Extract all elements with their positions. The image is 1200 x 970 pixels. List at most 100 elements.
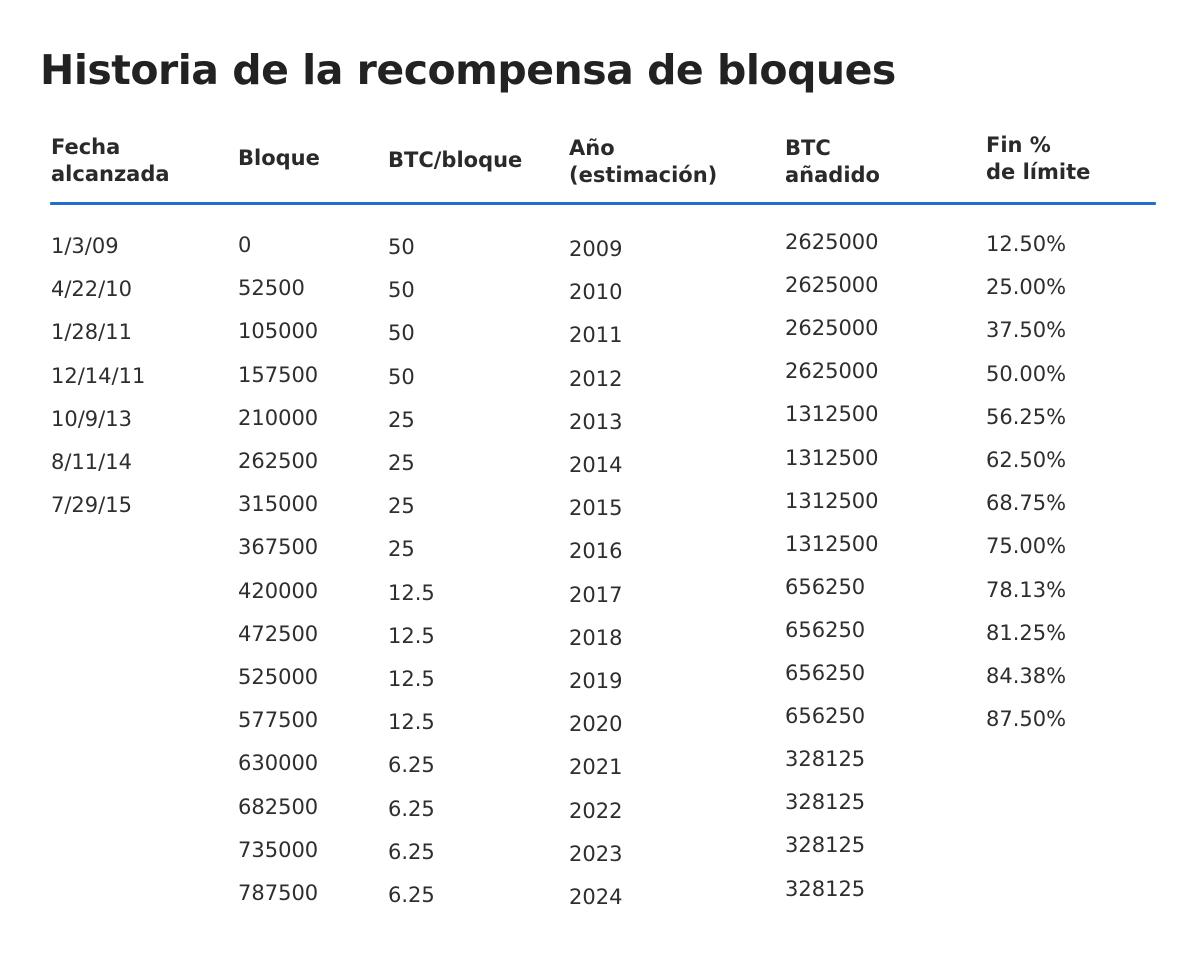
table-cell: 787500 bbox=[238, 881, 319, 905]
table-cell: 328125 bbox=[785, 790, 866, 815]
table-cell: 1312500 bbox=[785, 488, 879, 513]
table-cell: 262500 bbox=[238, 449, 319, 473]
header-btc-anadido-line-2: añadido bbox=[785, 163, 880, 187]
table-cell: 84.38% bbox=[986, 664, 1067, 688]
header-anio-estimacion: Año (estimación) bbox=[569, 135, 717, 189]
header-btc-bloque: BTC/bloque bbox=[388, 147, 522, 174]
table-cell: 2017 bbox=[569, 582, 623, 607]
header-fecha-alcanzada: Fecha alcanzada bbox=[51, 134, 170, 188]
table-cell: 2018 bbox=[569, 625, 623, 650]
table-cell: 2010 bbox=[569, 280, 623, 305]
table-cell: 2019 bbox=[569, 669, 623, 693]
table-cell: 420000 bbox=[238, 578, 319, 603]
table-cell: 12/14/11 bbox=[51, 363, 146, 388]
header-bloque-line-1: Bloque bbox=[238, 146, 320, 170]
table-cell: 62.50% bbox=[986, 448, 1067, 472]
table-cell: 2625000 bbox=[785, 316, 879, 341]
table-cell: 12.50% bbox=[986, 232, 1067, 256]
table-cell: 78.13% bbox=[986, 577, 1067, 602]
table-cell: 50 bbox=[388, 321, 415, 346]
header-anio-line-2: (estimación) bbox=[569, 163, 718, 187]
table-cell: 25 bbox=[388, 537, 415, 562]
table-cell: 328125 bbox=[785, 833, 866, 858]
table-cell: 2021 bbox=[569, 755, 623, 780]
table-cell: 2625000 bbox=[785, 273, 879, 298]
table-cell: 2625000 bbox=[785, 230, 879, 254]
header-fin-limite-line-1: Fin % bbox=[986, 133, 1051, 157]
table-cell: 68.75% bbox=[986, 491, 1067, 516]
table-cell: 2014 bbox=[569, 453, 623, 477]
table-cell: 472500 bbox=[238, 621, 319, 646]
table-cell: 2015 bbox=[569, 496, 623, 521]
header-anio-line-1: Año bbox=[569, 136, 615, 160]
table-cell: 1/3/09 bbox=[51, 234, 119, 258]
header-btc-bloque-line-1: BTC/bloque bbox=[388, 148, 523, 172]
table-cell: 50.00% bbox=[986, 361, 1067, 386]
table-cell: 577500 bbox=[238, 708, 319, 733]
table-cell: 656250 bbox=[785, 574, 866, 599]
header-fin-limite: Fin % de límite bbox=[986, 132, 1090, 186]
table-cell: 210000 bbox=[238, 405, 319, 430]
header-fin-limite-line-2: de límite bbox=[986, 160, 1091, 184]
table-cell: 12.5 bbox=[388, 580, 435, 605]
table-cell: 1312500 bbox=[785, 531, 879, 556]
table-cell: 6.25 bbox=[388, 796, 435, 821]
table-cell: 2625000 bbox=[785, 359, 879, 384]
table-cell: 328125 bbox=[785, 747, 866, 772]
table-cell: 2024 bbox=[569, 885, 623, 909]
header-btc-anadido-line-1: BTC bbox=[785, 136, 831, 160]
table-cell: 10/9/13 bbox=[51, 406, 132, 431]
table-cell: 525000 bbox=[238, 665, 319, 689]
header-fecha-line-2: alcanzada bbox=[51, 162, 170, 186]
table-cell: 6.25 bbox=[388, 883, 435, 907]
table-cell: 2023 bbox=[569, 841, 623, 866]
table-cell: 52500 bbox=[238, 276, 305, 301]
table-cell: 25 bbox=[388, 407, 415, 432]
table-cell: 735000 bbox=[238, 837, 319, 862]
table-cell: 656250 bbox=[785, 617, 866, 642]
table-cell: 6.25 bbox=[388, 753, 435, 778]
table-cell: 75.00% bbox=[986, 534, 1067, 559]
table-cell: 81.25% bbox=[986, 620, 1067, 645]
table-cell: 12.5 bbox=[388, 710, 435, 735]
table-cell: 6.25 bbox=[388, 839, 435, 864]
page-title: Historia de la recompensa de bloques bbox=[40, 46, 896, 94]
table-cell: 656250 bbox=[785, 661, 866, 685]
header-bloque: Bloque bbox=[238, 145, 320, 172]
header-fecha-line-1: Fecha bbox=[51, 135, 121, 159]
table-cell: 157500 bbox=[238, 362, 319, 387]
table-cell: 1312500 bbox=[785, 445, 879, 470]
table-cell: 2009 bbox=[569, 237, 623, 261]
table-cell: 2022 bbox=[569, 798, 623, 823]
table-cell: 0 bbox=[238, 233, 252, 257]
table-cell: 12.5 bbox=[388, 623, 435, 648]
table-cell: 25 bbox=[388, 494, 415, 519]
table-cell: 1/28/11 bbox=[51, 320, 132, 345]
table-cell: 25.00% bbox=[986, 275, 1067, 300]
table-cell: 7/29/15 bbox=[51, 493, 132, 518]
table-cell: 87.50% bbox=[986, 707, 1067, 732]
table-cell: 2013 bbox=[569, 409, 623, 434]
table-cell: 1312500 bbox=[785, 402, 879, 427]
table-cell: 4/22/10 bbox=[51, 277, 132, 302]
table-cell: 328125 bbox=[785, 876, 866, 901]
table-cell: 25 bbox=[388, 451, 415, 475]
header-btc-anadido: BTC añadido bbox=[785, 135, 880, 189]
table-cell: 50 bbox=[388, 364, 415, 389]
table-cell: 105000 bbox=[238, 319, 319, 344]
header-divider bbox=[50, 202, 1156, 205]
table-cell: 50 bbox=[388, 235, 415, 259]
table-cell: 315000 bbox=[238, 492, 319, 517]
table-cell: 2020 bbox=[569, 712, 623, 737]
table-cell: 37.50% bbox=[986, 318, 1067, 343]
table-cell: 630000 bbox=[238, 751, 319, 776]
table-cell: 656250 bbox=[785, 704, 866, 729]
table-cell: 367500 bbox=[238, 535, 319, 560]
table-cell: 2011 bbox=[569, 323, 623, 348]
table-cell: 50 bbox=[388, 278, 415, 303]
table-cell: 8/11/14 bbox=[51, 450, 132, 474]
table-cell: 2016 bbox=[569, 539, 623, 564]
table-cell: 682500 bbox=[238, 794, 319, 819]
table-cell: 12.5 bbox=[388, 667, 435, 691]
table-cell: 2012 bbox=[569, 366, 623, 391]
